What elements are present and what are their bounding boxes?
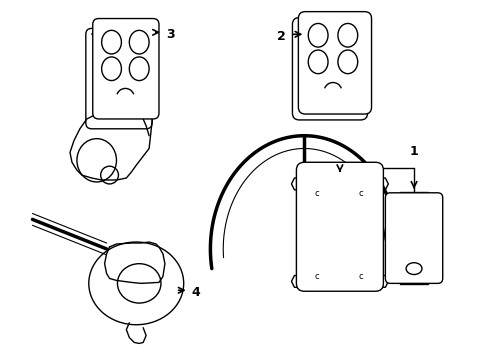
FancyBboxPatch shape bbox=[298, 12, 371, 114]
Text: c: c bbox=[314, 272, 319, 281]
Text: 4: 4 bbox=[191, 286, 200, 299]
Text: c: c bbox=[358, 272, 362, 281]
FancyBboxPatch shape bbox=[385, 193, 442, 283]
FancyBboxPatch shape bbox=[296, 162, 383, 291]
Text: 3: 3 bbox=[165, 28, 174, 41]
FancyBboxPatch shape bbox=[93, 18, 159, 119]
Text: c: c bbox=[358, 189, 362, 198]
Text: 2: 2 bbox=[276, 30, 285, 43]
Text: 1: 1 bbox=[409, 145, 418, 158]
Text: c: c bbox=[314, 189, 319, 198]
